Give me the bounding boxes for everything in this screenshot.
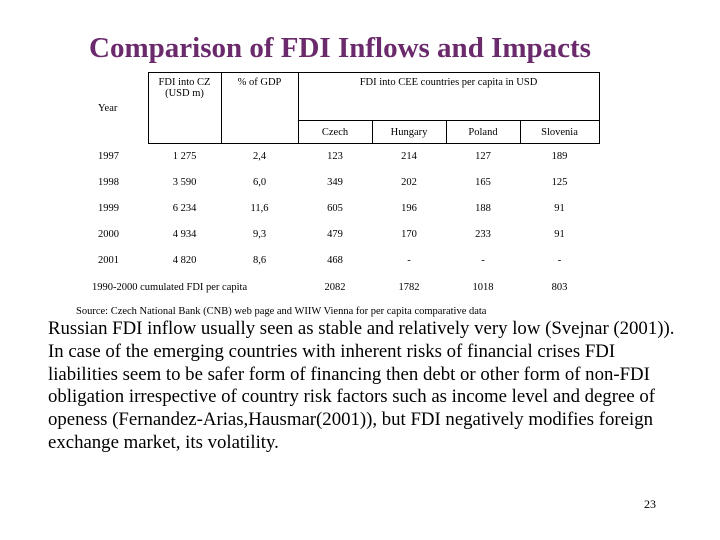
cell-gdp: 2,4 [252,151,267,163]
header-country: Czech [297,120,373,144]
cell-czech: 479 [327,229,343,240]
header-cee: FDI into CEE countries per capita in USD [297,72,600,121]
cell-hungary: 170 [401,229,417,240]
cell-fdi: 1 275 [172,151,197,163]
table-row: 1997 1 275 2,4 123 214 127 189 [72,144,599,170]
cell-czech: 605 [327,203,343,214]
cell-gdp: 6,0 [252,177,267,188]
cell-czech: 123 [327,151,343,163]
header-country: Poland [445,120,521,144]
cumulative-label: 1990-2000 cumulated FDI per capita [92,282,248,293]
body-text: Russian FDI inflow usually seen as stabl… [48,318,688,455]
cell-slovenia: 803 [551,282,568,293]
header-country: Hungary [371,120,447,144]
cumulative-row: 1990-2000 cumulated FDI per capita 2082 … [72,274,599,302]
cell-poland: 127 [475,151,491,163]
fdi-table: Year FDI into CZ (USD m) % of GDP FDI in… [72,72,600,302]
cell-hungary: 214 [401,151,417,163]
cell-year: 1997 [98,151,119,162]
cell-fdi: 6 234 [172,203,197,214]
cell-czech: 468 [327,255,343,266]
cell-gdp: 8,6 [252,255,267,266]
cell-slovenia: 125 [551,177,568,188]
cell-hungary: 1782 [398,282,420,293]
cell-poland: 188 [475,203,491,214]
cell-poland: 1018 [472,282,494,293]
cell-poland: - [481,255,485,266]
cell-poland: 165 [475,177,491,188]
source-note: Source: Czech National Bank (CNB) web pa… [76,306,487,317]
cell-year: 1999 [98,203,119,214]
cell-czech: 2082 [324,282,346,293]
page-number: 23 [644,497,656,511]
cell-year: 2000 [98,229,119,240]
cell-poland: 233 [475,229,491,240]
cell-year: 1998 [98,177,119,188]
table-row: 1998 3 590 6,0 349 202 165 125 [72,170,599,196]
cell-gdp: 9,3 [252,229,267,240]
paragraph: Russian FDI inflow usually seen as stabl… [48,318,675,339]
slide-title: Comparison of FDI Inflows and Impacts [89,32,591,64]
table-row: 1999 6 234 11,6 605 196 188 91 [72,196,599,222]
cell-gdp: 11,6 [250,203,269,214]
paragraph: In case of the emerging countries with i… [48,340,656,453]
header-country: Slovenia [519,120,600,144]
table-row: 2000 4 934 9,3 479 170 233 91 [72,222,599,248]
cell-slovenia: 189 [551,151,568,163]
header-gdp: % of GDP [220,72,299,144]
cell-hungary: 202 [401,177,417,188]
header-year: Year [98,102,118,114]
cell-czech: 349 [327,177,343,188]
cell-slovenia: 91 [554,203,565,214]
header-fdi-cz: FDI into CZ (USD m) [147,72,222,144]
table-row: 2001 4 820 8,6 468 - - - [72,248,599,274]
cell-hungary: - [407,255,411,266]
cell-year: 2001 [98,255,119,266]
cell-fdi: 4 820 [172,255,197,266]
cell-fdi: 4 934 [172,229,197,240]
cell-hungary: 196 [401,203,417,214]
cell-slovenia: 91 [554,229,565,240]
cell-fdi: 3 590 [172,177,197,188]
cell-slovenia: - [557,255,562,266]
